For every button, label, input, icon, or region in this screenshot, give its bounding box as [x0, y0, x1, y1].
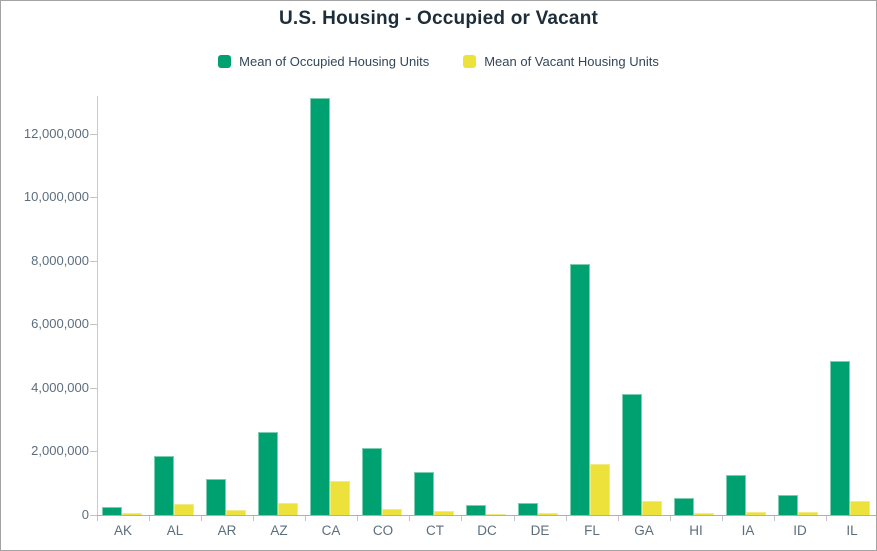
bar-occupied-AZ[interactable]: [258, 432, 278, 515]
x-tick: [722, 515, 723, 521]
y-tick: [90, 324, 97, 325]
y-tick: [90, 261, 97, 262]
y-tick-label: 0: [81, 507, 89, 522]
legend-label-occupied: Mean of Occupied Housing Units: [239, 54, 430, 69]
chart-title: U.S. Housing - Occupied or Vacant: [278, 8, 599, 29]
bar-vacant-CT[interactable]: [434, 511, 454, 515]
x-tick: [461, 515, 462, 521]
y-tick-label: 8,000,000: [31, 253, 89, 268]
y-tick: [90, 515, 97, 516]
x-tick: [409, 515, 410, 521]
bar-vacant-ID[interactable]: [798, 512, 818, 515]
bar-occupied-FL[interactable]: [570, 264, 590, 515]
legend-item-occupied[interactable]: Mean of Occupied Housing Units: [218, 54, 429, 69]
x-label-CT: CT: [426, 523, 444, 538]
bar-vacant-AK[interactable]: [122, 513, 142, 515]
y-tick: [90, 388, 97, 389]
x-label-DE: DE: [530, 523, 550, 538]
x-label-GA: GA: [634, 523, 654, 538]
bar-occupied-CA[interactable]: [310, 98, 330, 515]
x-label-ID: ID: [793, 523, 807, 538]
x-tick: [357, 515, 358, 521]
x-tick: [670, 515, 671, 521]
x-label-HI: HI: [689, 523, 703, 538]
x-label-DC: DC: [477, 523, 497, 538]
bar-occupied-ID[interactable]: [778, 495, 798, 515]
y-tick-label: 12,000,000: [23, 126, 89, 141]
legend-label-vacant: Mean of Vacant Housing Units: [484, 54, 659, 69]
y-tick: [90, 197, 97, 198]
bar-occupied-CO[interactable]: [362, 448, 382, 515]
bar-vacant-IL[interactable]: [850, 501, 870, 515]
x-tick: [826, 515, 827, 521]
bar-vacant-AZ[interactable]: [278, 503, 298, 515]
x-label-FL: FL: [584, 523, 600, 538]
bar-occupied-IA[interactable]: [726, 475, 746, 515]
x-tick: [253, 515, 254, 521]
x-tick: [305, 515, 306, 521]
bar-occupied-CT[interactable]: [414, 472, 434, 515]
y-tick-label: 4,000,000: [31, 380, 89, 395]
bar-vacant-DE[interactable]: [538, 513, 558, 515]
y-tick: [90, 451, 97, 452]
bar-occupied-AK[interactable]: [102, 507, 122, 515]
y-tick-label: 6,000,000: [31, 316, 89, 331]
bar-vacant-GA[interactable]: [642, 501, 662, 515]
bar-vacant-AR[interactable]: [226, 510, 246, 515]
x-tick: [97, 515, 98, 521]
legend: Mean of Occupied Housing Units Mean of V…: [1, 54, 876, 69]
bar-occupied-DE[interactable]: [518, 503, 538, 515]
legend-swatch-vacant-icon: [463, 55, 477, 68]
x-tick: [149, 515, 150, 521]
x-label-IL: IL: [846, 523, 858, 538]
x-tick: [566, 515, 567, 521]
x-label-CA: CA: [321, 523, 341, 538]
bar-vacant-DC[interactable]: [486, 514, 506, 515]
x-tick: [514, 515, 515, 521]
x-axis-line: [97, 515, 876, 516]
y-tick: [90, 134, 97, 135]
x-label-CO: CO: [372, 523, 394, 538]
x-label-AZ: AZ: [270, 523, 288, 538]
bar-occupied-GA[interactable]: [622, 394, 642, 515]
x-label-IA: IA: [741, 523, 755, 538]
y-tick-label: 10,000,000: [23, 189, 89, 204]
bar-vacant-CO[interactable]: [382, 509, 402, 515]
x-label-AL: AL: [166, 523, 184, 538]
x-tick: [618, 515, 619, 521]
legend-item-vacant[interactable]: Mean of Vacant Housing Units: [463, 54, 659, 69]
x-label-AR: AR: [217, 523, 237, 538]
x-tick: [201, 515, 202, 521]
y-tick-label: 2,000,000: [31, 443, 89, 458]
bar-vacant-IA[interactable]: [746, 512, 766, 515]
bar-occupied-AR[interactable]: [206, 479, 226, 515]
bar-vacant-AL[interactable]: [174, 504, 194, 515]
bar-vacant-HI[interactable]: [694, 513, 714, 515]
y-axis-line: [97, 96, 98, 515]
bar-occupied-IL[interactable]: [830, 361, 850, 515]
bar-occupied-DC[interactable]: [466, 505, 486, 515]
bar-occupied-AL[interactable]: [154, 456, 174, 515]
x-tick: [774, 515, 775, 521]
bar-vacant-CA[interactable]: [330, 481, 350, 515]
bar-occupied-HI[interactable]: [674, 498, 694, 515]
legend-swatch-occupied-icon: [218, 55, 232, 68]
x-label-AK: AK: [113, 523, 132, 538]
bar-vacant-FL[interactable]: [590, 464, 610, 515]
